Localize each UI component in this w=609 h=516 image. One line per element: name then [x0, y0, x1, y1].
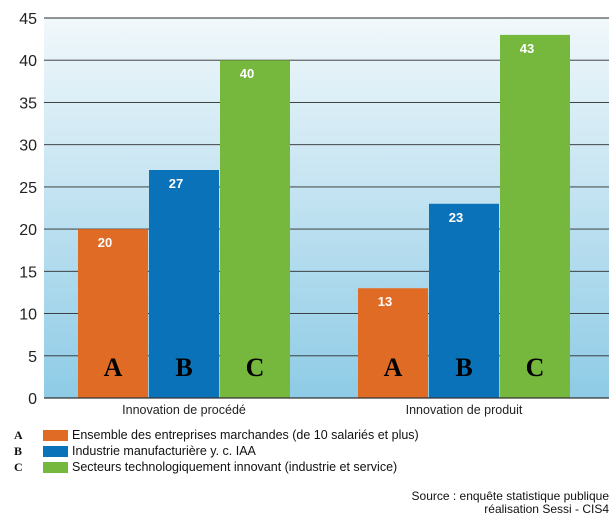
bar-value-label: 27 [169, 176, 183, 191]
bars: 20 A 27 B 40 C 13 A 23 B 43 C [78, 34, 570, 399]
y-tick-label: 20 [19, 222, 37, 239]
y-tick-label: 30 [19, 138, 37, 155]
bar-letter-label: B [455, 353, 472, 382]
legend-letter-a: A [14, 428, 23, 442]
bar-letter-label: C [526, 353, 545, 382]
bar-value-label: 40 [240, 66, 254, 81]
legend-letter-c: C [14, 460, 23, 474]
x-axis-labels: Innovation de procédé Innovation de produ… [122, 403, 523, 417]
bar-value-label: 23 [449, 210, 463, 225]
y-axis-ticks: 0 5 10 15 20 25 30 35 40 45 [19, 11, 37, 408]
bar-value-label: 13 [378, 294, 392, 309]
bar-value-label: 43 [520, 41, 534, 56]
bar-letter-label: A [104, 353, 123, 382]
bar-value-label: 20 [98, 235, 112, 250]
legend-letter-b: B [14, 444, 23, 458]
bar [220, 60, 290, 398]
bar-chart: 0 5 10 15 20 25 30 35 40 45 20 A 27 B 40 C 13 A 23 B 43 C In… [19, 11, 609, 417]
bar [500, 34, 570, 399]
y-tick-label: 15 [19, 264, 37, 281]
legend-label-a: Ensemble des entreprises marchandes (de … [72, 428, 419, 442]
source-line-2: réalisation Sessi - CIS4 [484, 502, 609, 516]
x-category-label: Innovation de procédé [122, 403, 246, 417]
bar-letter-label: C [246, 353, 265, 382]
bar-letter-label: A [384, 353, 403, 382]
y-tick-label: 0 [28, 391, 37, 408]
bar [358, 288, 428, 398]
x-category-label: Innovation de produit [406, 403, 523, 417]
legend-swatch-c [43, 462, 68, 473]
bar-letter-label: B [175, 353, 192, 382]
legend-label-b: Industrie manufacturière y. c. IAA [72, 444, 256, 458]
y-tick-label: 45 [19, 11, 37, 28]
legend-label-c: Secteurs technologiquement innovant (ind… [72, 460, 398, 474]
y-tick-label: 5 [28, 349, 37, 366]
bar [149, 170, 219, 398]
bar [78, 229, 148, 398]
bar [429, 203, 499, 398]
y-tick-label: 40 [19, 53, 37, 70]
y-tick-label: 10 [19, 307, 37, 324]
source-line-1: Source : enquête statistique publique [411, 489, 609, 503]
legend-swatch-b [43, 446, 68, 457]
legend-swatch-a [43, 430, 68, 441]
y-tick-label: 35 [19, 95, 37, 112]
y-tick-label: 25 [19, 180, 37, 197]
